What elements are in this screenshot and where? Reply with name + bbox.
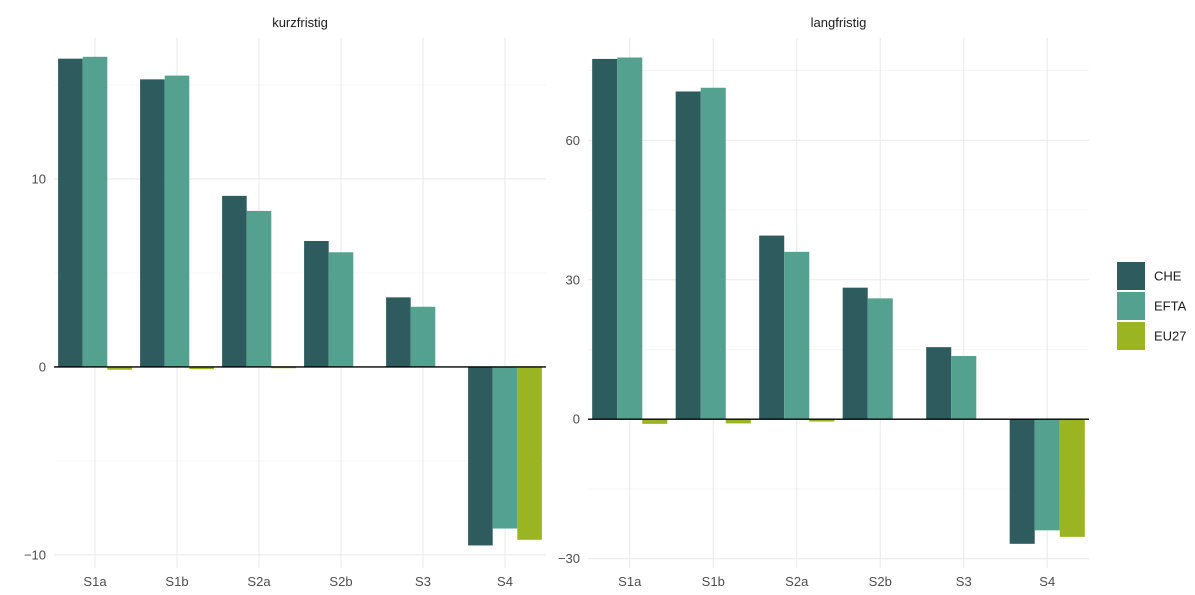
bar-che-s1a <box>58 58 83 367</box>
bar-che-s4 <box>468 366 493 546</box>
bar-che-s2b <box>842 287 868 420</box>
bar-efta-s2b <box>328 252 354 367</box>
x-tick-label: S2b <box>869 574 892 589</box>
facet-title: langfristig <box>811 15 867 30</box>
y-tick-label: 0 <box>573 412 580 427</box>
y-tick-label: 60 <box>566 133 580 148</box>
legend-label: EU27 <box>1154 329 1187 344</box>
bar-che-s2a <box>222 195 247 367</box>
x-tick-label: S2a <box>247 574 271 589</box>
bar-eu27-s4 <box>1059 419 1085 537</box>
bar-che-s4 <box>1009 419 1035 544</box>
legend: CHE EFTA EU27 <box>1117 262 1187 350</box>
legend-label: EFTA <box>1154 299 1187 314</box>
bar-che-s1b <box>140 79 165 367</box>
bar-eu27-s1b <box>725 419 751 424</box>
bar-efta-s1b <box>164 75 190 367</box>
bar-efta-s4 <box>492 366 518 529</box>
x-tick-label: S3 <box>956 574 972 589</box>
x-tick-label: S1b <box>165 574 188 589</box>
x-tick-label: S1a <box>83 574 107 589</box>
bar-eu27-s1a <box>107 366 132 370</box>
bar-efta-s1a <box>82 56 108 367</box>
y-tick-label: −10 <box>24 547 46 562</box>
x-tick-label: S1b <box>702 574 725 589</box>
y-tick-label: 10 <box>32 171 46 186</box>
x-tick-label: S2a <box>785 574 809 589</box>
y-tick-label: −30 <box>558 551 580 566</box>
legend-key-che <box>1117 262 1145 290</box>
y-tick-label: 30 <box>566 272 580 287</box>
bar-efta-s2a <box>246 210 272 367</box>
panel-1: −30 0 30 60 S1a S1b S2a S2b S3 S4 langfristig <box>558 15 1089 589</box>
bar-efta-s3 <box>951 356 977 420</box>
panel-0: −10 0 10 S1a S1b S2a S2b S3 S4 kurzfristig <box>24 15 546 589</box>
bar-efta-s2a <box>784 251 810 420</box>
bar-che-s1b <box>675 91 701 420</box>
bar-che-s3 <box>386 297 411 367</box>
x-tick-label: S3 <box>415 574 431 589</box>
legend-key-eu27 <box>1117 322 1145 350</box>
y-tick-label: 0 <box>39 359 46 374</box>
legend-key-efta <box>1117 292 1145 320</box>
bar-eu27-s2a <box>809 419 835 422</box>
bar-eu27-s4 <box>517 366 542 540</box>
x-tick-label: S4 <box>497 574 513 589</box>
bar-efta-s3 <box>410 306 436 367</box>
x-tick-label: S4 <box>1039 574 1055 589</box>
legend-label: CHE <box>1154 269 1182 284</box>
bar-efta-s1b <box>700 87 726 420</box>
bar-che-s2a <box>759 235 785 420</box>
bar-efta-s1a <box>617 57 643 420</box>
x-tick-label: S2b <box>329 574 352 589</box>
x-tick-label: S1a <box>618 574 642 589</box>
bar-che-s3 <box>926 347 952 420</box>
facet-title: kurzfristig <box>272 15 328 30</box>
bar-eu27-s1a <box>642 419 668 424</box>
bar-che-s1a <box>592 58 618 420</box>
bar-che-s2b <box>304 240 329 367</box>
bar-efta-s4 <box>1034 419 1060 531</box>
bar-efta-s2b <box>867 298 893 420</box>
bar-eu27-s1b <box>189 366 214 370</box>
